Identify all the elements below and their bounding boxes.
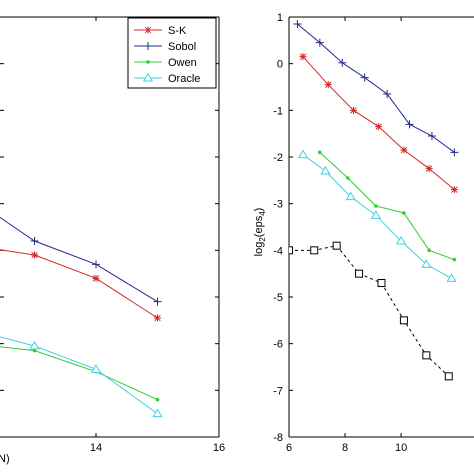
data-point-s-k <box>154 314 161 322</box>
series-line-sobol <box>297 23 455 153</box>
x-tick-label: 14 <box>90 442 102 454</box>
data-point-s-k <box>425 165 433 173</box>
x-tick-label: 8 <box>342 442 348 454</box>
data-point-sobol <box>360 73 369 82</box>
y-tick-label: -5 <box>273 292 283 304</box>
data-point-owen <box>318 150 322 155</box>
data-point-owen <box>346 176 350 180</box>
legend-marker <box>144 42 152 50</box>
data-point-sobol <box>405 120 414 129</box>
legend-entry: Owen <box>168 57 197 69</box>
legend-marker <box>142 72 154 82</box>
data-point-s-k <box>324 81 332 89</box>
y-tick-label: -7 <box>273 385 283 397</box>
data-point-oracle <box>446 273 457 282</box>
data-point-sobol <box>30 237 39 245</box>
data-point-oracle <box>90 364 102 373</box>
data-point-oracle <box>421 259 432 268</box>
y-tick-label: 1 <box>277 12 283 24</box>
y-tick-label: 0 <box>277 59 283 71</box>
data-point-owen <box>155 397 160 402</box>
legend-entry: Oracle <box>168 73 200 85</box>
data-point-sobol <box>450 148 459 157</box>
series-line-oracle <box>0 336 158 415</box>
partial-axis-label: N) <box>0 453 10 465</box>
legend-entry: Sobol <box>168 41 196 53</box>
data-point-oracle <box>297 149 309 159</box>
data-point-s-k <box>400 146 408 154</box>
y-axis-label-subscript: 4 <box>258 211 267 216</box>
data-point-unlabeled <box>444 372 453 381</box>
y-tick-label: -8 <box>273 432 283 444</box>
data-point-sobol <box>315 38 324 47</box>
data-point-unlabeled <box>355 269 364 278</box>
data-point-unlabeled <box>332 241 341 250</box>
data-point-sobol <box>427 132 436 140</box>
series-group <box>289 20 459 381</box>
legend-entry: S-K <box>168 25 187 37</box>
series-line-unlabeled <box>289 245 450 377</box>
data-point-unlabeled <box>422 351 431 360</box>
legend-marker <box>146 60 150 64</box>
data-point-unlabeled <box>289 246 293 255</box>
data-point-sobol <box>338 58 347 67</box>
data-point-oracle <box>152 408 163 418</box>
legend-box <box>127 17 217 89</box>
series-line-sobol <box>0 216 158 303</box>
legend-marker <box>144 26 152 34</box>
data-point-owen <box>32 348 37 353</box>
data-point-owen <box>452 257 457 262</box>
data-point-sobol <box>293 20 302 28</box>
data-point-oracle <box>29 340 40 350</box>
data-point-oracle <box>345 191 356 201</box>
data-point-s-k <box>31 251 38 259</box>
data-point-unlabeled <box>310 246 319 255</box>
data-point-owen <box>427 248 431 253</box>
data-point-s-k <box>375 123 383 131</box>
data-point-owen <box>374 204 378 208</box>
y-tick-label: -4 <box>273 245 283 257</box>
data-point-s-k <box>92 274 100 282</box>
data-point-oracle <box>396 235 407 245</box>
series-line-s-k <box>0 249 158 319</box>
data-point-owen <box>402 211 406 215</box>
data-point-oracle <box>320 165 331 175</box>
y-tick-label: -1 <box>273 105 283 117</box>
y-axis-label-subscript: 2 <box>258 237 267 242</box>
data-point-s-k <box>349 106 357 114</box>
y-tick-label: -6 <box>273 339 283 351</box>
y-axis-label: log2(eps4) <box>253 208 267 257</box>
data-point-s-k <box>299 53 307 61</box>
x-tick-label: 16 <box>213 442 225 454</box>
x-tick-label: 10 <box>395 442 407 454</box>
data-point-sobol <box>92 260 100 269</box>
y-axis-label-part: (eps <box>253 215 265 237</box>
y-tick-label: -3 <box>273 199 283 211</box>
series-line-owen <box>319 151 455 261</box>
data-point-sobol <box>153 297 162 306</box>
series-line-owen <box>0 346 158 401</box>
y-axis-label-part: ) <box>253 208 265 212</box>
data-point-unlabeled <box>399 316 408 325</box>
data-point-oracle <box>370 210 381 219</box>
data-point-s-k <box>450 186 458 194</box>
y-axis-label-part: log <box>253 242 265 257</box>
data-point-sobol <box>383 90 392 98</box>
y-tick-label: -2 <box>273 152 283 164</box>
data-point-unlabeled <box>377 279 386 287</box>
x-tick-label: 6 <box>286 442 292 454</box>
